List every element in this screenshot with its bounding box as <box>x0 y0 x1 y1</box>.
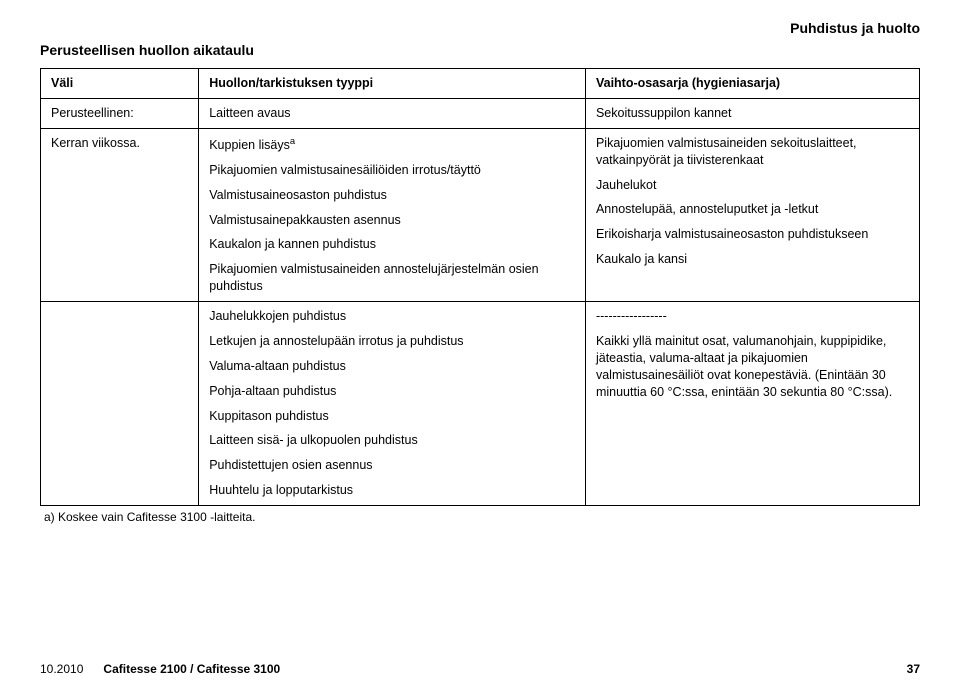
table-cell-text: Kuppien lisäys <box>209 138 290 152</box>
table-cell-text: Annostelupää, annosteluputket ja -letkut <box>596 201 909 218</box>
table-cell: ----------------- Kaikki yllä mainitut o… <box>585 302 919 506</box>
table-cell: Jauhelukkojen puhdistus Letkujen ja anno… <box>199 302 586 506</box>
table-cell-text: Pikajuomien valmistusaineiden annosteluj… <box>209 261 575 295</box>
table-cell-text: Kaukalo ja kansi <box>596 251 909 268</box>
table-header: Huollon/tarkistuksen tyyppi <box>199 69 586 99</box>
table-cell-text: Letkujen ja annostelupään irrotus ja puh… <box>209 333 575 350</box>
footnote-ref: a <box>290 136 295 146</box>
maintenance-schedule-table: Väli Huollon/tarkistuksen tyyppi Vaihto-… <box>40 68 920 506</box>
table-header: Väli <box>41 69 199 99</box>
table-cell-text: ----------------- <box>596 308 909 325</box>
table-cell-text: Puhdistettujen osien asennus <box>209 457 575 474</box>
page-footer: 10.2010 Cafitesse 2100 / Cafitesse 3100 … <box>40 662 920 676</box>
table-cell: Pikajuomien valmistusaineiden sekoitusla… <box>585 128 919 301</box>
footer-date: 10.2010 <box>40 662 83 676</box>
footer-product: Cafitesse 2100 / Cafitesse 3100 <box>103 662 280 676</box>
table-cell-text: Kaikki yllä mainitut osat, valumanohjain… <box>596 333 909 401</box>
table-cell: Laitteen avaus <box>199 98 586 128</box>
table-cell-text: Jauhelukkojen puhdistus <box>209 308 575 325</box>
table-cell: Kuppien lisäysa Pikajuomien valmistusain… <box>199 128 586 301</box>
table-cell-text: Valmistusainepakkausten asennus <box>209 212 575 229</box>
footer-page-number: 37 <box>907 662 920 676</box>
table-header: Vaihto-osasarja (hygieniasarja) <box>585 69 919 99</box>
table-cell: Kerran viikossa. <box>41 128 199 301</box>
chapter-title: Puhdistus ja huolto <box>40 20 920 36</box>
table-cell-text: Kaukalon ja kannen puhdistus <box>209 236 575 253</box>
table-cell: Perusteellinen: <box>41 98 199 128</box>
table-cell-text: Kuppitason puhdistus <box>209 408 575 425</box>
table-cell-text: Valmistusaineosaston puhdistus <box>209 187 575 204</box>
table-cell-text: Laitteen sisä- ja ulkopuolen puhdistus <box>209 432 575 449</box>
table-cell-text: Pikajuomien valmistusaineiden sekoitusla… <box>596 135 909 169</box>
table-cell-text: Huuhtelu ja lopputarkistus <box>209 482 575 499</box>
table-cell-text: Valuma-altaan puhdistus <box>209 358 575 375</box>
table-cell <box>41 302 199 506</box>
table-cell-text: Jauhelukot <box>596 177 909 194</box>
section-title: Perusteellisen huollon aikataulu <box>40 42 920 58</box>
table-cell-text: Erikoisharja valmistusaineosaston puhdis… <box>596 226 909 243</box>
table-cell: Sekoitussuppilon kannet <box>585 98 919 128</box>
table-cell-text: Pikajuomien valmistusainesäiliöiden irro… <box>209 162 575 179</box>
footnote: a) Koskee vain Cafitesse 3100 -laitteita… <box>44 510 920 524</box>
table-cell-text: Pohja-altaan puhdistus <box>209 383 575 400</box>
